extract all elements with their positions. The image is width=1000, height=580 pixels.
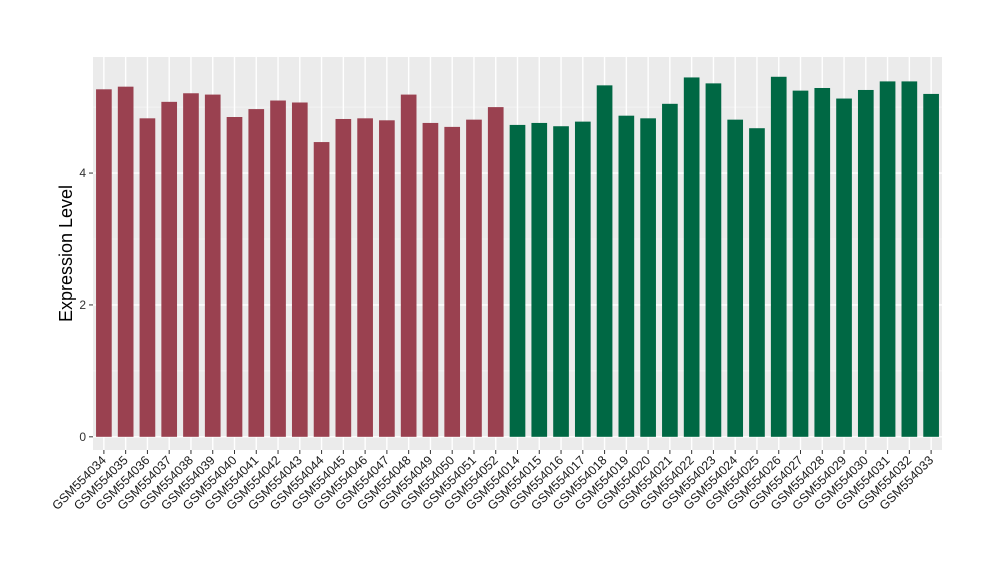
bar-GSM554021 (662, 103, 678, 437)
y-axis-title: Expression Level (56, 185, 76, 322)
bar-GSM554047 (379, 120, 395, 437)
bar-GSM554022 (683, 77, 700, 437)
bar-GSM554017 (574, 121, 591, 437)
y-axis: 0 2 4 (79, 166, 93, 444)
bar-GSM554020 (640, 118, 656, 437)
bar-GSM554028 (814, 87, 831, 437)
bar-GSM554041 (248, 109, 265, 437)
bar-GSM554029 (836, 98, 852, 437)
bar-GSM554034 (96, 89, 112, 437)
bar-GSM554016 (553, 126, 569, 437)
bar-GSM554038 (183, 93, 199, 437)
bar-GSM554033 (923, 93, 939, 437)
bar-GSM554031 (879, 81, 896, 437)
bar-GSM554052 (487, 107, 504, 437)
y-tick-label: 4 (79, 166, 86, 180)
x-axis: GSM554034GSM554035GSM554036GSM554037GSM5… (49, 450, 936, 513)
bar-GSM554036 (139, 118, 156, 437)
bar-GSM554035 (117, 86, 134, 437)
bar-GSM554037 (161, 101, 178, 437)
bar-GSM554043 (291, 102, 308, 437)
bar-GSM554015 (531, 122, 548, 437)
bar-GSM554019 (618, 115, 635, 437)
bar-GSM554026 (770, 76, 787, 437)
bar-GSM554027 (792, 90, 809, 437)
bar-GSM554025 (749, 128, 765, 437)
bar-GSM554046 (357, 118, 373, 437)
bar-GSM554024 (727, 119, 744, 437)
bar-GSM554051 (466, 119, 482, 437)
bar-GSM554045 (335, 118, 352, 437)
y-tick-label: 2 (79, 298, 86, 312)
bar-GSM554023 (705, 83, 722, 437)
bars (96, 76, 939, 437)
bar-GSM554030 (857, 89, 874, 437)
bar-GSM554050 (444, 126, 461, 437)
bar-GSM554014 (509, 124, 526, 437)
bar-GSM554048 (400, 94, 417, 437)
y-tick-label: 0 (79, 430, 86, 444)
bar-GSM554049 (422, 122, 439, 437)
bar-GSM554044 (313, 142, 330, 437)
bar-GSM554040 (226, 117, 243, 437)
bar-GSM554042 (270, 100, 286, 437)
bar-GSM554018 (596, 85, 613, 437)
bar-GSM554032 (901, 81, 918, 437)
bar-GSM554039 (204, 94, 221, 437)
